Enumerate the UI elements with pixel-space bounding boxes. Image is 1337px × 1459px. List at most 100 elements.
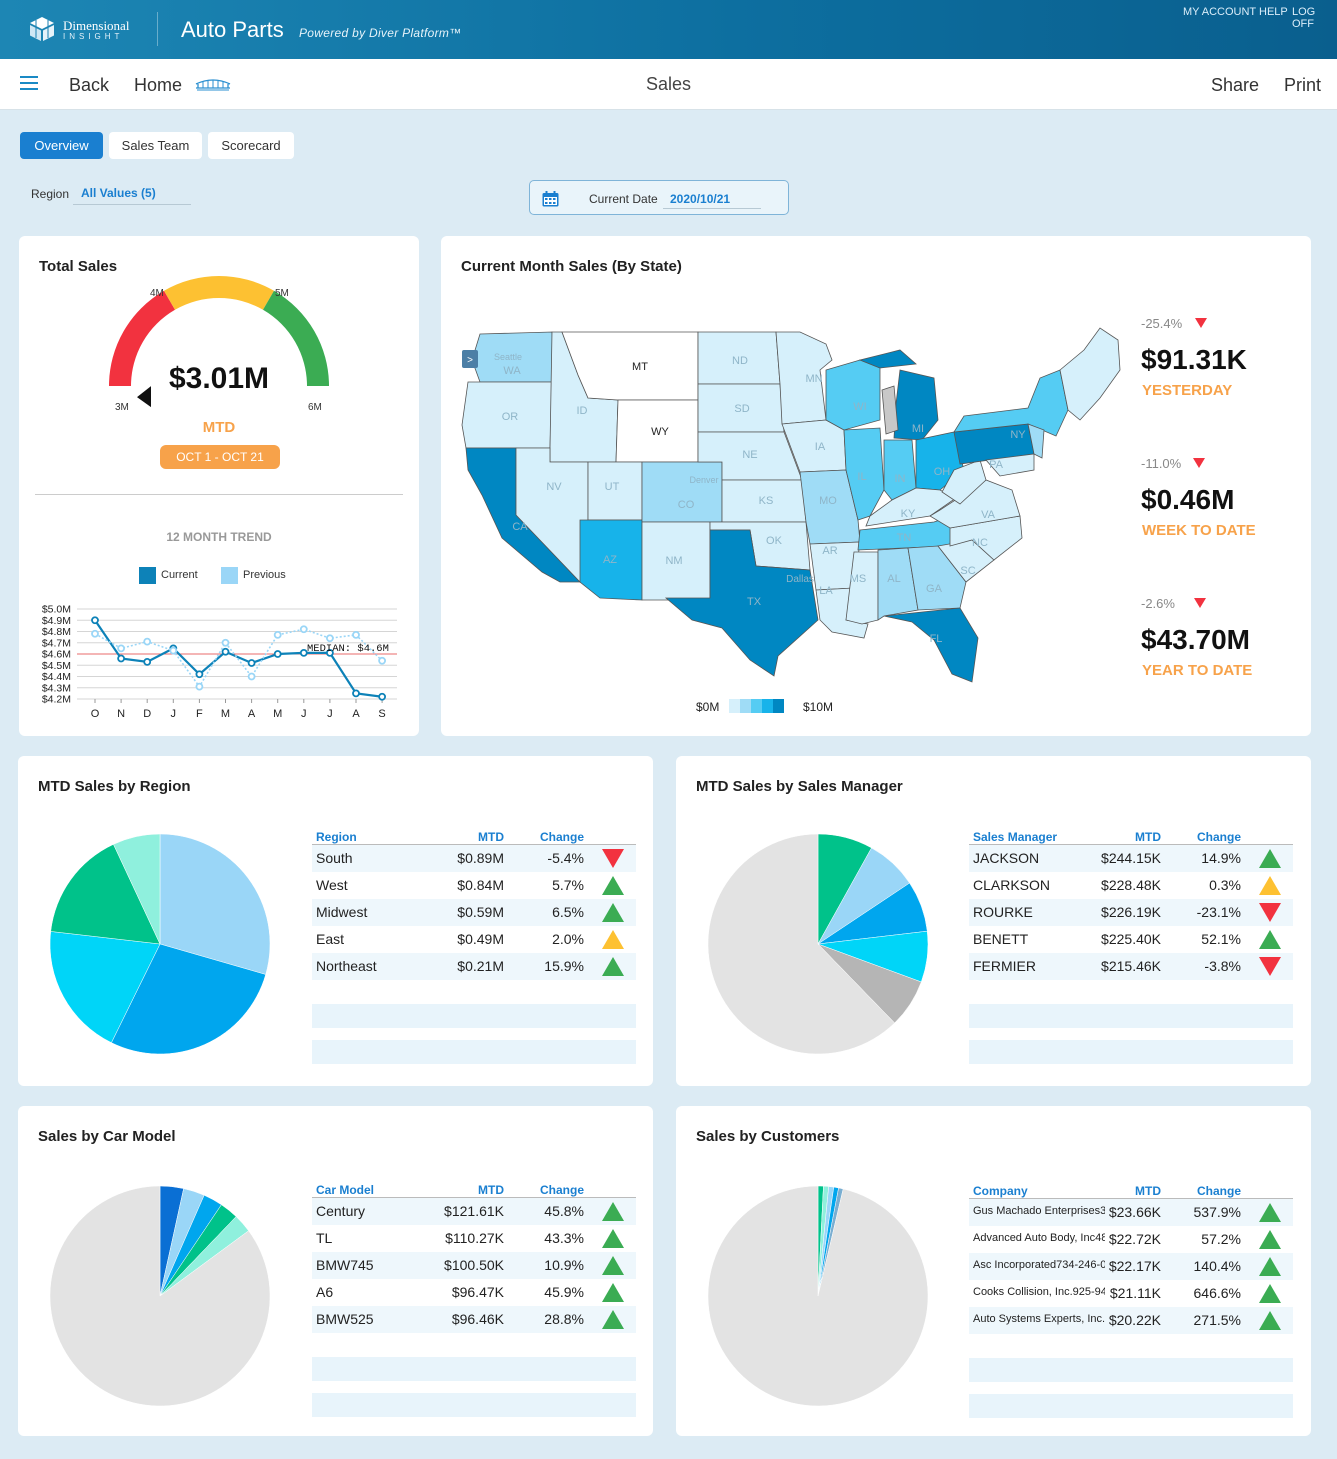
table-row[interactable]: Century $121.61K 45.8% [312, 1198, 636, 1225]
region-filter-select[interactable]: All Values (5) [73, 186, 191, 205]
row-change: 537.9% [1193, 1204, 1241, 1220]
column-header[interactable]: MTD [478, 830, 504, 844]
tab-sales-team[interactable]: Sales Team [109, 132, 202, 159]
row-change: 2.0% [552, 931, 584, 947]
row-name: BENETT [973, 931, 1029, 947]
row-name: East [316, 931, 345, 947]
table-row[interactable]: Auto Systems Experts, Inc.5 $20.22K 271.5% [969, 1307, 1293, 1334]
pie-slice [707, 1185, 929, 1407]
row-mtd: $225.40K [1101, 931, 1161, 947]
map-expand-icon[interactable] [462, 350, 478, 368]
row-name: Advanced Auto Body, Inc48 [973, 1232, 1105, 1244]
bridge-icon[interactable] [195, 78, 231, 92]
y-tick-label: $4.4M [42, 671, 71, 683]
column-header[interactable]: Car Model [316, 1183, 375, 1197]
column-header[interactable]: Sales Manager [973, 830, 1058, 844]
table-row[interactable]: Cooks Collision, Inc.925-94 $21.11K 646.6% [969, 1280, 1293, 1307]
column-header[interactable]: Change [539, 1183, 584, 1197]
table-row[interactable]: Advanced Auto Body, Inc48 $22.72K 57.2% [969, 1226, 1293, 1253]
menu-icon[interactable] [20, 76, 38, 90]
table-row[interactable]: CLARKSON $228.48K 0.3% [969, 872, 1293, 899]
city-label: Dallas [786, 574, 814, 585]
model-pie-chart [49, 1185, 271, 1407]
table-row[interactable]: South $0.89M -5.4% [312, 845, 636, 872]
log-off-link[interactable]: LOG OFF [1292, 6, 1316, 30]
state-label: MO [819, 495, 837, 507]
row-mtd: $100.50K [444, 1257, 504, 1273]
legend-color-step [729, 699, 740, 713]
column-header[interactable]: Region [316, 830, 357, 844]
trend-title: 12 MONTH TREND [166, 530, 272, 544]
empty-row [969, 1394, 1293, 1418]
state-label: SC [960, 565, 975, 577]
column-header[interactable]: MTD [1135, 830, 1161, 844]
calendar-icon[interactable] [542, 191, 559, 207]
row-name: Northeast [316, 958, 377, 974]
logo-name: Dimensional [63, 18, 130, 33]
series-point-previous [91, 629, 99, 638]
table-row[interactable]: East $0.49M 2.0% [312, 926, 636, 953]
table-row[interactable]: ROURKE $226.19K -23.1% [969, 899, 1293, 926]
x-tick-label: A [248, 708, 256, 720]
series-point-previous [325, 634, 334, 643]
series-point-current [378, 692, 387, 701]
table-row[interactable]: BMW745 $100.50K 10.9% [312, 1252, 636, 1279]
state-label: NY [1010, 429, 1026, 441]
series-point-previous [169, 646, 178, 655]
table-header: Car Model MTD Change [312, 1181, 636, 1198]
my-account-link[interactable]: MY ACCOUNT [1183, 6, 1257, 18]
table-row[interactable]: TL $110.27K 43.3% [312, 1225, 636, 1252]
company-logo[interactable]: Dimensional INSIGHT [28, 16, 138, 44]
empty-row [312, 1004, 636, 1028]
row-name: Century [316, 1203, 366, 1219]
y-tick-label: $4.9M [42, 615, 71, 627]
total-sales-title: Total Sales [39, 258, 118, 275]
x-tick-label: S [378, 708, 385, 720]
tab-overview[interactable]: Overview [20, 132, 103, 159]
pie-slice [707, 833, 895, 1055]
table-row[interactable]: JACKSON $244.15K 14.9% [969, 845, 1293, 872]
column-header[interactable]: Change [1196, 1184, 1241, 1198]
row-change: -5.4% [547, 850, 584, 866]
table-row[interactable]: Midwest $0.59M 6.5% [312, 899, 636, 926]
tab-scorecard[interactable]: Scorecard [208, 132, 294, 159]
table-row[interactable]: BMW525 $96.46K 28.8% [312, 1306, 636, 1333]
back-button[interactable]: Back [69, 75, 110, 95]
customer-card-title: Sales by Customers [696, 1128, 840, 1145]
column-header[interactable]: MTD [478, 1183, 504, 1197]
column-header[interactable]: MTD [1135, 1184, 1161, 1198]
us-state-map[interactable]: MT WY WA OR ID CA NV UT AZ CO NM ND SD N… [460, 320, 1130, 685]
column-header[interactable]: Change [539, 830, 584, 844]
manager-card-title: MTD Sales by Sales Manager [696, 778, 903, 795]
table-row[interactable]: Northeast $0.21M 15.9% [312, 953, 636, 980]
pie-slice [113, 833, 161, 945]
table-row[interactable]: BENETT $225.40K 52.1% [969, 926, 1293, 953]
home-button[interactable]: Home [134, 75, 183, 95]
table-row[interactable]: West $0.84M 5.7% [312, 872, 636, 899]
help-link[interactable]: HELP [1259, 6, 1288, 18]
up-triangle-icon [602, 1229, 624, 1248]
table-row[interactable]: FERMIER $215.46K -3.8% [969, 953, 1293, 980]
up-triangle-icon [602, 876, 624, 895]
table-header: Region MTD Change [312, 828, 636, 845]
print-button[interactable]: Print [1284, 75, 1322, 95]
row-change: 28.8% [544, 1311, 584, 1327]
state-label: MI [912, 423, 924, 435]
series-point-previous [221, 638, 230, 647]
table-row[interactable]: Gus Machado Enterprises30 $23.66K 537.9% [969, 1199, 1293, 1226]
table-header: Company MTD Change [969, 1182, 1293, 1199]
table-row[interactable]: Asc Incorporated734-246-0 $22.17K 140.4% [969, 1253, 1293, 1280]
column-header[interactable]: Change [1196, 830, 1241, 844]
share-button[interactable]: Share [1211, 75, 1260, 95]
manager-table: Sales Manager MTD Change JACKSON $244.15K 14.… [969, 828, 1293, 1064]
legend-label-previous: Previous [243, 569, 286, 581]
manager-sales-card: MTD Sales by Sales Manager Sales Manager… [676, 756, 1311, 1086]
city-label: Denver [689, 475, 718, 485]
column-header[interactable]: Company [973, 1184, 1028, 1198]
state-label: KS [759, 495, 774, 507]
table-row[interactable]: A6 $96.47K 45.9% [312, 1279, 636, 1306]
region-card-title: MTD Sales by Region [38, 778, 191, 795]
current-date-input[interactable]: 2020/10/21 [663, 190, 761, 209]
row-change: 14.9% [1201, 850, 1241, 866]
sales-gauge [109, 276, 329, 408]
